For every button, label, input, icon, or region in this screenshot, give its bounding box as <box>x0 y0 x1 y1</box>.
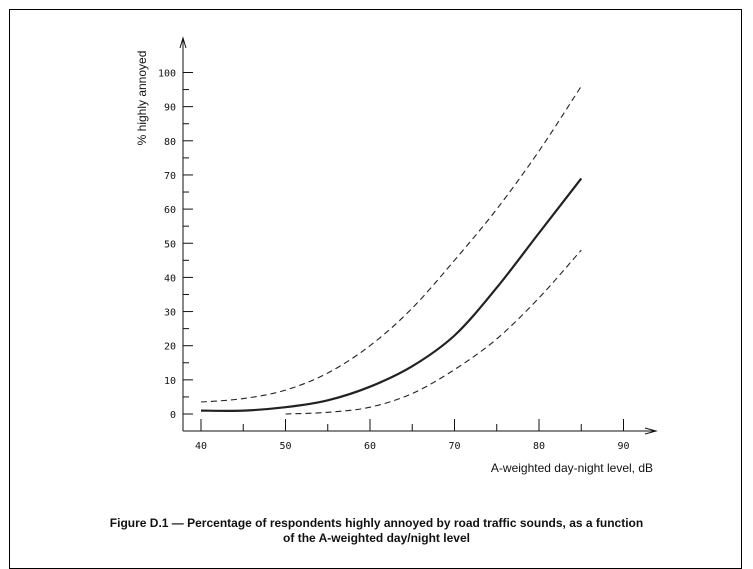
y-tick-label: 60 <box>164 205 176 216</box>
y-tick-label: 80 <box>164 137 176 148</box>
mean-curve <box>200 177 583 412</box>
x-tick-label: 40 <box>195 441 207 452</box>
x-tick-label: 50 <box>279 441 291 452</box>
y-tick-label: 100 <box>158 69 176 80</box>
tick-marks <box>183 72 624 431</box>
y-tick-label: 0 <box>170 410 176 421</box>
figure-caption-line-2: of the A-weighted day/night level <box>283 531 470 545</box>
x-tick-label: 70 <box>448 441 460 452</box>
series-lines <box>200 85 583 415</box>
x-tick-label: 60 <box>364 441 376 452</box>
y-tick-label: 30 <box>164 308 176 319</box>
figure-caption-line-1: Figure D.1 — Percentage of respondents h… <box>109 516 644 530</box>
x-tick-label: 80 <box>533 441 545 452</box>
y-tick-label: 40 <box>164 273 176 284</box>
x-tick-label: 90 <box>617 441 629 452</box>
y-tick-label: 50 <box>164 239 176 250</box>
y-tick-label: 20 <box>164 342 176 353</box>
x-axis-arrow <box>644 427 658 435</box>
upper-bound-curve <box>200 85 582 403</box>
y-axis-label: % highly annoyed <box>135 51 149 146</box>
y-axis-arrow <box>179 36 187 49</box>
lower-bound-curve <box>285 249 582 415</box>
y-tick-label: 70 <box>164 171 176 182</box>
y-tick-label: 90 <box>164 103 176 114</box>
axes <box>179 36 658 435</box>
x-axis-label: A-weighted day-night level, dB <box>491 461 653 475</box>
tick-labels: 0 10 20 30 40 50 60 70 80 90 100 40 50 60 70 80 90 <box>158 69 630 453</box>
y-tick-label: 10 <box>164 376 176 387</box>
